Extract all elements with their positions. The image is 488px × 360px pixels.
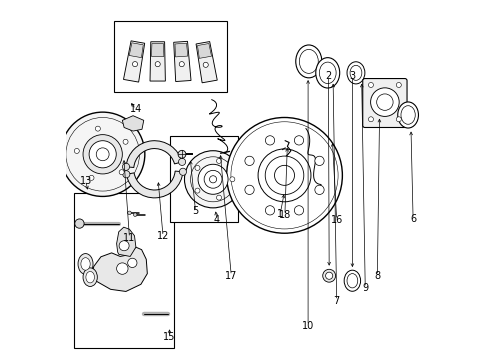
Bar xyxy=(170,136,238,222)
Circle shape xyxy=(123,139,128,144)
Text: 7: 7 xyxy=(333,296,339,306)
Circle shape xyxy=(203,62,208,67)
Circle shape xyxy=(195,188,200,193)
Circle shape xyxy=(83,135,122,174)
Wedge shape xyxy=(126,141,182,167)
Circle shape xyxy=(370,88,398,116)
Circle shape xyxy=(89,141,116,168)
Ellipse shape xyxy=(315,58,339,88)
Circle shape xyxy=(127,258,137,267)
Polygon shape xyxy=(173,41,191,81)
Circle shape xyxy=(395,82,401,87)
Circle shape xyxy=(179,168,186,175)
Circle shape xyxy=(229,177,234,182)
Circle shape xyxy=(209,176,216,183)
Text: 4: 4 xyxy=(213,215,220,225)
Circle shape xyxy=(203,170,222,188)
Circle shape xyxy=(184,151,241,208)
Circle shape xyxy=(367,117,373,122)
Ellipse shape xyxy=(78,253,93,274)
Circle shape xyxy=(226,117,342,233)
Circle shape xyxy=(178,158,185,166)
Bar xyxy=(114,21,226,93)
Ellipse shape xyxy=(346,62,364,84)
Circle shape xyxy=(119,241,129,251)
Text: 3: 3 xyxy=(348,71,355,81)
Polygon shape xyxy=(129,43,143,58)
Circle shape xyxy=(155,62,160,67)
Circle shape xyxy=(376,94,392,111)
Circle shape xyxy=(132,62,137,67)
Circle shape xyxy=(127,211,131,215)
Circle shape xyxy=(265,206,274,215)
Text: 15: 15 xyxy=(163,332,175,342)
Circle shape xyxy=(75,219,84,228)
Circle shape xyxy=(95,126,100,131)
Text: 14: 14 xyxy=(129,104,142,114)
Circle shape xyxy=(216,158,221,163)
Text: 1: 1 xyxy=(277,209,283,219)
Circle shape xyxy=(244,156,254,166)
Circle shape xyxy=(133,213,137,216)
Ellipse shape xyxy=(86,271,94,283)
Text: 16: 16 xyxy=(330,215,342,225)
Ellipse shape xyxy=(295,45,321,78)
Circle shape xyxy=(325,272,332,279)
Text: 8: 8 xyxy=(373,271,380,281)
Circle shape xyxy=(395,117,401,122)
Circle shape xyxy=(294,206,303,215)
Ellipse shape xyxy=(83,268,97,287)
Text: 6: 6 xyxy=(409,214,415,224)
Circle shape xyxy=(367,82,373,87)
Circle shape xyxy=(178,150,185,158)
Polygon shape xyxy=(175,43,187,57)
Text: 13: 13 xyxy=(80,176,92,186)
Text: 17: 17 xyxy=(224,271,237,281)
Circle shape xyxy=(122,171,130,178)
Wedge shape xyxy=(126,171,183,198)
Text: 18: 18 xyxy=(278,210,290,220)
Circle shape xyxy=(265,136,274,145)
Polygon shape xyxy=(197,44,211,58)
Polygon shape xyxy=(116,227,136,256)
Text: 10: 10 xyxy=(302,321,314,331)
Circle shape xyxy=(294,136,303,145)
FancyBboxPatch shape xyxy=(362,78,406,127)
Circle shape xyxy=(122,163,129,170)
Circle shape xyxy=(216,195,221,200)
Polygon shape xyxy=(92,247,147,292)
Ellipse shape xyxy=(81,258,90,270)
Circle shape xyxy=(116,263,128,274)
Circle shape xyxy=(258,149,310,202)
Circle shape xyxy=(195,166,200,170)
Circle shape xyxy=(61,112,144,197)
Circle shape xyxy=(322,269,335,282)
Text: 5: 5 xyxy=(192,206,198,216)
Text: 11: 11 xyxy=(123,233,135,243)
Circle shape xyxy=(314,156,324,166)
Circle shape xyxy=(314,185,324,194)
Circle shape xyxy=(96,148,109,161)
Circle shape xyxy=(264,156,303,195)
Text: 2: 2 xyxy=(325,71,331,81)
Polygon shape xyxy=(122,116,143,131)
Polygon shape xyxy=(150,42,165,81)
Polygon shape xyxy=(196,41,217,83)
Ellipse shape xyxy=(397,102,418,128)
Polygon shape xyxy=(123,41,144,82)
Circle shape xyxy=(74,148,79,153)
Circle shape xyxy=(274,165,294,185)
Circle shape xyxy=(179,62,184,67)
Bar xyxy=(74,193,173,348)
Circle shape xyxy=(244,185,254,194)
Text: 9: 9 xyxy=(362,283,367,293)
Text: 12: 12 xyxy=(157,231,169,242)
Circle shape xyxy=(89,175,94,180)
Ellipse shape xyxy=(344,270,360,291)
Circle shape xyxy=(119,170,124,175)
Circle shape xyxy=(198,164,227,194)
Polygon shape xyxy=(151,44,163,57)
